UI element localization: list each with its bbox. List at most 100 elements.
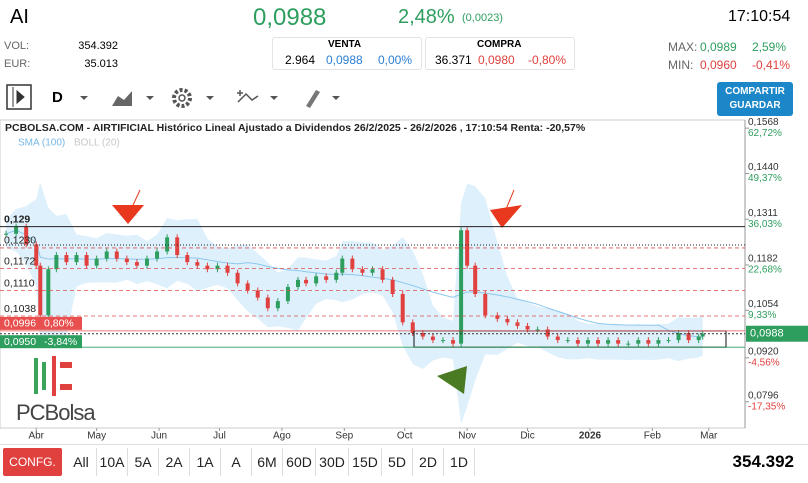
candle (285, 286, 290, 302)
change-pct: 2,48% (398, 6, 455, 28)
max-pct: 2,59% (752, 40, 787, 54)
range-button[interactable]: 60D (283, 448, 316, 476)
box-level-pct: 0,80% (44, 318, 74, 330)
candle (350, 258, 355, 270)
level-label: 0,1230 (4, 235, 36, 247)
candle (465, 230, 470, 266)
candle (38, 265, 43, 316)
candle (525, 325, 530, 330)
max-label: MAX: (668, 40, 698, 54)
range-button[interactable]: 2A (159, 448, 190, 476)
candle-layer (4, 223, 705, 347)
candle (185, 255, 190, 263)
candle (700, 333, 705, 337)
y-tick-label: 0,1311 (748, 208, 778, 219)
indicator-button[interactable] (237, 90, 259, 103)
range-button[interactable]: 1D (444, 448, 475, 476)
logo-text: PCBolsa (16, 400, 96, 425)
range-button[interactable]: 5A (128, 448, 159, 476)
venta-pct: 0,00% (378, 53, 413, 67)
candle (565, 340, 570, 342)
range-button[interactable]: 15D (349, 448, 382, 476)
candle (94, 258, 99, 266)
save-label: GUARDAR (729, 100, 781, 111)
compra-price: 0,0980 (478, 53, 515, 67)
last-tag (746, 325, 808, 342)
box-level-tag (0, 335, 82, 349)
range-button[interactable]: 2D (413, 448, 444, 476)
candle (4, 233, 9, 235)
sell-arrow (490, 205, 522, 228)
candle (275, 301, 280, 309)
candle (225, 265, 230, 273)
chart: PCBOLSA.COM - AIRTIFICIAL Histórico Line… (0, 117, 808, 442)
candle (626, 343, 631, 345)
candle (495, 315, 500, 319)
y-tick-pct: 49,37% (748, 173, 782, 184)
y-tick-pct: 22,68% (748, 265, 782, 276)
candle (114, 251, 119, 259)
candle (134, 262, 139, 266)
chart-type-button[interactable] (112, 91, 132, 106)
candle (666, 340, 671, 342)
compra-label: COMPRA (477, 39, 522, 50)
candle (74, 255, 79, 263)
range-button[interactable]: 1A (190, 448, 221, 476)
period[interactable]: D (52, 89, 63, 106)
toggle-button[interactable] (6, 84, 32, 110)
candle (124, 258, 129, 263)
range-button[interactable]: 10A (97, 448, 128, 476)
settings-button[interactable] (172, 88, 192, 108)
candle (380, 269, 385, 280)
range-button[interactable]: A (221, 448, 252, 476)
bollinger-layer (5, 182, 703, 424)
candle (104, 251, 109, 259)
candle (585, 340, 590, 344)
candle (459, 230, 464, 344)
venta-box (272, 37, 422, 70)
candle (676, 333, 681, 341)
candle (360, 269, 365, 273)
candle (420, 333, 425, 337)
candle (46, 269, 51, 316)
draw-button[interactable] (306, 90, 320, 108)
ticker: AI (10, 6, 29, 28)
candle (245, 283, 250, 291)
y-tick-pct: -17,35% (748, 401, 785, 412)
candle (255, 290, 260, 298)
config-button[interactable]: CONFG. (3, 448, 62, 476)
level-label: 0,1038 (4, 303, 36, 315)
candle (555, 336, 560, 341)
x-tick-label: Sep (335, 431, 353, 442)
candle (596, 340, 601, 344)
y-tick-label: 0,1440 (748, 162, 779, 173)
candle (296, 279, 300, 287)
candle (324, 276, 329, 280)
candle (483, 294, 488, 316)
sell-arrow-tail (503, 189, 515, 215)
toggle-icon (12, 87, 25, 107)
price: 0,0988 (253, 4, 327, 31)
dropdown-arrows (80, 96, 340, 100)
y-tick-label: 0,1568 (748, 117, 779, 128)
candle (646, 340, 651, 344)
range-button[interactable]: 5D (382, 448, 413, 476)
share-button[interactable]: COMPARTIR GUARDAR (717, 82, 793, 116)
settings-center (178, 94, 186, 102)
range-button[interactable]: All (66, 448, 97, 476)
y-tick-pct: 36,03% (748, 219, 782, 230)
x-tick-label: May (87, 431, 106, 442)
candle (535, 329, 540, 331)
max: 0,0989 (700, 40, 737, 54)
y-tick-label: 0,1182 (748, 254, 778, 265)
vol: 354.392 (78, 40, 118, 52)
candle (14, 226, 19, 234)
candle (144, 258, 149, 266)
range-button[interactable]: 30D (316, 448, 349, 476)
x-tick-label: Dic (520, 431, 534, 442)
eur-label: EUR: (4, 58, 31, 70)
level-label: 0,129 (4, 213, 30, 225)
candle (340, 258, 345, 273)
min-label: MIN: (668, 58, 694, 72)
range-button[interactable]: 6M (252, 448, 283, 476)
